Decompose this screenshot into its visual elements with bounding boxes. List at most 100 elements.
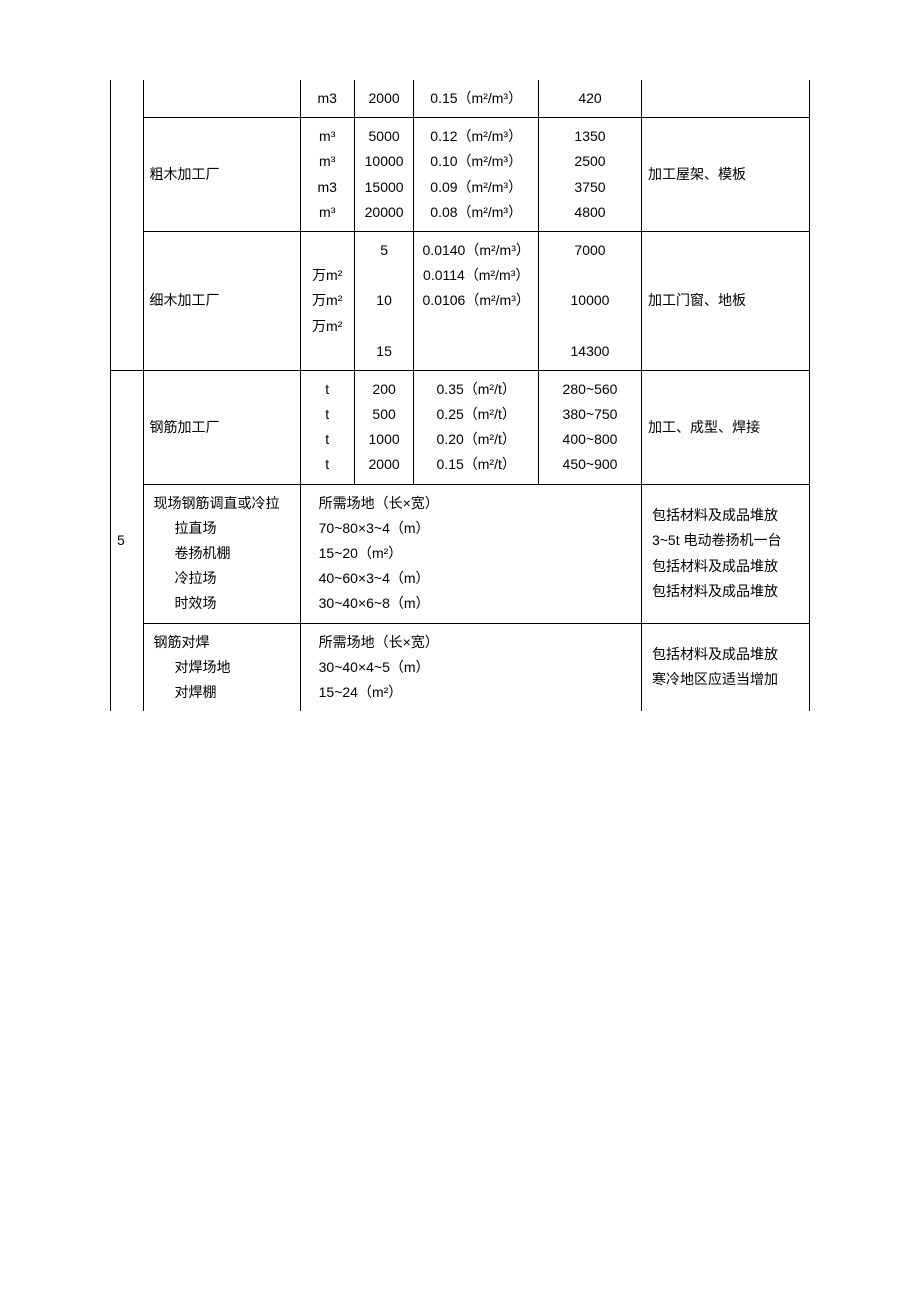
ratio-line: 0.09（m²/m³） xyxy=(430,179,522,195)
note-line: 包括材料及成品堆放 xyxy=(652,507,778,523)
ratio-line: 0.20（m²/t） xyxy=(437,431,516,447)
note-line: 3~5t 电动卷扬机一台 xyxy=(652,532,782,548)
merged-mid-cell: 所需场地（长×宽） 70~80×3~4（m） 15~20（m²） 40~60×3… xyxy=(300,484,641,623)
area-line: 450~900 xyxy=(563,456,618,472)
unit-line: 万m² xyxy=(312,318,342,334)
note-cell: 加工、成型、焊接 xyxy=(641,370,809,484)
unit-cell: 万m² 万m² 万m² xyxy=(300,231,354,370)
name-line: 卷扬机棚 xyxy=(154,541,296,566)
qty-line: 200 xyxy=(372,381,395,397)
qty-line: 2000 xyxy=(369,456,400,472)
area-line: 400~800 xyxy=(563,431,618,447)
note-line: 包括材料及成品堆放 xyxy=(652,583,778,599)
name-line: 对焊场地 xyxy=(154,655,296,680)
note-line: 包括材料及成品堆放 xyxy=(652,558,778,574)
name-line: 时效场 xyxy=(154,591,296,616)
ratio-line: 0.15（m²/t） xyxy=(437,456,516,472)
area-cell: 280~560 380~750 400~800 450~900 xyxy=(539,370,642,484)
mid-line: 30~40×4~5（m） xyxy=(319,659,430,675)
note-cell: 包括材料及成品堆放 3~5t 电动卷扬机一台 包括材料及成品堆放 包括材料及成品… xyxy=(641,484,809,623)
ratio-line: 0.25（m²/t） xyxy=(437,406,516,422)
name-cell: 钢筋对焊 对焊场地 对焊棚 xyxy=(143,623,300,711)
area-line: 3750 xyxy=(574,179,605,195)
qty-line: 10000 xyxy=(365,153,404,169)
ratio-cell: 0.35（m²/t） 0.25（m²/t） 0.20（m²/t） 0.15（m²… xyxy=(414,370,539,484)
table-row: m3 2000 0.15（m²/m³） 420 xyxy=(111,80,810,118)
ratio-line: 0.0114（m²/m³） xyxy=(423,267,529,283)
ratio-cell: 0.0140（m²/m³） 0.0114（m²/m³） 0.0106（m²/m³… xyxy=(414,231,539,370)
table-row: 5 钢筋加工厂 t t t t 200 500 1000 2000 0.35（m… xyxy=(111,370,810,484)
name-cell-blank xyxy=(143,80,300,118)
index-cell: 5 xyxy=(111,370,144,711)
name-cell: 细木加工厂 xyxy=(143,231,300,370)
mid-line: 70~80×3~4（m） xyxy=(319,520,430,536)
name-line: 现场钢筋调直或冷拉 xyxy=(154,495,280,511)
note-cell: 加工门窗、地板 xyxy=(641,231,809,370)
qty-cell: 2000 xyxy=(354,80,414,118)
mid-line: 40~60×3~4（m） xyxy=(319,570,430,586)
ratio-line: 0.10（m²/m³） xyxy=(430,153,522,169)
ratio-line: 0.0106（m²/m³） xyxy=(423,292,530,308)
note-cell: 包括材料及成品堆放 寒冷地区应适当增加 xyxy=(641,623,809,711)
ratio-cell: 0.12（m²/m³） 0.10（m²/m³） 0.09（m²/m³） 0.08… xyxy=(414,118,539,232)
unit-line: t xyxy=(325,381,329,397)
merged-mid-cell: 所需场地（长×宽） 30~40×4~5（m） 15~24（m²） xyxy=(300,623,641,711)
area-line: 2500 xyxy=(574,153,605,169)
table-row: 钢筋对焊 对焊场地 对焊棚 所需场地（长×宽） 30~40×4~5（m） 15~… xyxy=(111,623,810,711)
note-line: 包括材料及成品堆放 xyxy=(652,646,778,662)
area-line: 1350 xyxy=(574,128,605,144)
qty-line: 5 xyxy=(380,242,388,258)
unit-line: m³ xyxy=(319,204,335,220)
qty-cell: 5 10 15 xyxy=(354,231,414,370)
area-line: 380~750 xyxy=(563,406,618,422)
qty-line: 20000 xyxy=(365,204,404,220)
unit-cell: t t t t xyxy=(300,370,354,484)
unit-line: m³ xyxy=(319,153,335,169)
note-cell: 加工屋架、模板 xyxy=(641,118,809,232)
name-line: 钢筋对焊 xyxy=(154,634,210,650)
ratio-line: 0.08（m²/m³） xyxy=(430,204,522,220)
unit-cell: m3 xyxy=(300,80,354,118)
area-line: 4800 xyxy=(574,204,605,220)
qty-line: 1000 xyxy=(369,431,400,447)
table-row: 现场钢筋调直或冷拉 拉直场 卷扬机棚 冷拉场 时效场 所需场地（长×宽） 70~… xyxy=(111,484,810,623)
unit-line: 万m² xyxy=(312,267,342,283)
qty-line: 15000 xyxy=(365,179,404,195)
table-row: 细木加工厂 万m² 万m² 万m² 5 10 15 0.0140（m²/m³） … xyxy=(111,231,810,370)
name-cell: 现场钢筋调直或冷拉 拉直场 卷扬机棚 冷拉场 时效场 xyxy=(143,484,300,623)
area-cell: 7000 10000 14300 xyxy=(539,231,642,370)
unit-line: t xyxy=(325,406,329,422)
mid-line: 15~20（m²） xyxy=(319,545,403,561)
ratio-cell: 0.15（m²/m³） xyxy=(414,80,539,118)
unit-line: m³ xyxy=(319,128,335,144)
unit-line: 万m² xyxy=(312,292,342,308)
area-line: 10000 xyxy=(571,292,610,308)
area-cell: 420 xyxy=(539,80,642,118)
qty-line: 10 xyxy=(376,292,392,308)
qty-cell: 5000 10000 15000 20000 xyxy=(354,118,414,232)
unit-line: t xyxy=(325,456,329,472)
area-line: 14300 xyxy=(571,343,610,359)
table-row: 粗木加工厂 m³ m³ m3 m³ 5000 10000 15000 20000… xyxy=(111,118,810,232)
name-line: 冷拉场 xyxy=(154,566,296,591)
note-line: 寒冷地区应适当增加 xyxy=(652,671,778,687)
area-cell: 1350 2500 3750 4800 xyxy=(539,118,642,232)
mid-line: 15~24（m²） xyxy=(319,684,403,700)
name-cell: 粗木加工厂 xyxy=(143,118,300,232)
mid-line: 所需场地（长×宽） xyxy=(319,495,439,511)
construction-facility-table: m3 2000 0.15（m²/m³） 420 粗木加工厂 m³ m³ m3 m… xyxy=(110,80,810,711)
unit-line: t xyxy=(325,431,329,447)
name-line: 对焊棚 xyxy=(154,680,296,705)
name-line: 拉直场 xyxy=(154,516,296,541)
name-cell: 钢筋加工厂 xyxy=(143,370,300,484)
qty-line: 500 xyxy=(372,406,395,422)
area-line: 280~560 xyxy=(563,381,618,397)
qty-line: 5000 xyxy=(369,128,400,144)
area-line: 7000 xyxy=(574,242,605,258)
mid-line: 30~40×6~8（m） xyxy=(319,595,430,611)
qty-cell: 200 500 1000 2000 xyxy=(354,370,414,484)
ratio-line: 0.12（m²/m³） xyxy=(430,128,522,144)
index-cell-blank xyxy=(111,80,144,370)
unit-cell: m³ m³ m3 m³ xyxy=(300,118,354,232)
note-cell-blank xyxy=(641,80,809,118)
